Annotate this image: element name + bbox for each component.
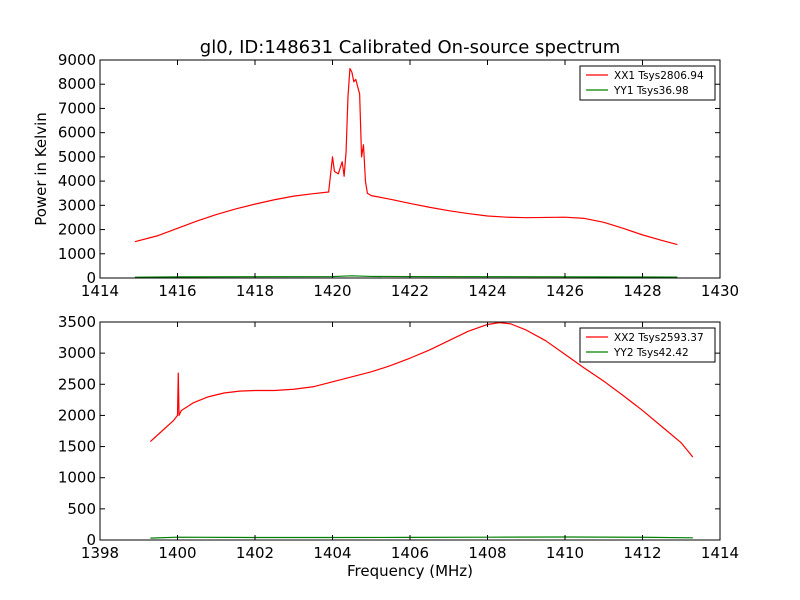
y-tick-label: 2000 [58, 221, 96, 239]
y-tick-label: 1000 [58, 245, 96, 263]
x-tick-label: 1418 [236, 282, 274, 300]
series-line-1 [134, 67, 678, 246]
legend-label: XX2 Tsys2593.37 [614, 332, 704, 344]
x-tick-label: 1416 [158, 282, 196, 300]
legend-box [579, 65, 716, 101]
legend: XX1 Tsys2806.94 YY1 Tsys36.98 [579, 65, 716, 101]
series-line-1 [149, 322, 694, 458]
series-group [134, 67, 678, 278]
series-line-2 [134, 275, 678, 278]
y-tick-label: 8000 [58, 75, 96, 93]
y-tick-label: 500 [67, 500, 96, 518]
legend-label: YY1 Tsys36.98 [613, 85, 689, 97]
legend: XX2 Tsys2593.37 YY2 Tsys42.42 [579, 327, 716, 363]
legend-label: XX1 Tsys2806.94 [614, 70, 704, 82]
plot-bottom: 1398 1400 1402 1404 1406 1408 1410 1412 1414 0 500… [58, 313, 739, 580]
legend-label: YY2 Tsys42.42 [613, 347, 689, 359]
x-axis-label: Frequency (MHz) [347, 562, 473, 580]
x-tick-label: 1424 [468, 282, 506, 300]
x-tick-label: 1422 [391, 282, 429, 300]
y-tick-label: 9000 [58, 51, 96, 69]
x-tick-label: 1408 [468, 544, 506, 562]
figure-title: gl0, ID:148631 Calibrated On-source spec… [200, 37, 620, 58]
y-tick-label: 5000 [58, 148, 96, 166]
x-tick-label: 1398 [81, 544, 119, 562]
y-tick-label: 3500 [58, 313, 96, 331]
x-tick-label: 1404 [313, 544, 351, 562]
y-tick-label: 0 [86, 269, 96, 287]
plot-top: 1414 1416 1418 1420 1422 1424 1426 1428 1430 0 100… [32, 51, 739, 300]
x-tick-label: 1406 [391, 544, 429, 562]
y-tick-label: 3000 [58, 344, 96, 362]
y-tick-label: 3000 [58, 196, 96, 214]
x-tick-label: 1400 [158, 544, 196, 562]
x-tick-label: 1414 [81, 282, 119, 300]
x-tick-label: 1410 [546, 544, 584, 562]
x-tick-label: 1412 [623, 544, 661, 562]
x-tick-label: 1414 [701, 544, 739, 562]
x-tick-label: 1430 [701, 282, 739, 300]
y-axis-label: Power in Kelvin [32, 112, 50, 226]
x-tick-label: 1420 [313, 282, 351, 300]
legend-box [579, 327, 716, 363]
y-tick-label: 1500 [58, 438, 96, 456]
y-tick-label: 7000 [58, 99, 96, 117]
y-tick-label: 2500 [58, 375, 96, 393]
x-tick-label: 1402 [236, 544, 274, 562]
y-tick-label: 6000 [58, 124, 96, 142]
y-tick-label: 4000 [58, 172, 96, 190]
y-tick-label: 0 [86, 531, 96, 549]
x-tick-label: 1428 [623, 282, 661, 300]
y-tick-label: 2000 [58, 406, 96, 424]
y-tick-label: 1000 [58, 469, 96, 487]
x-tick-label: 1426 [546, 282, 584, 300]
